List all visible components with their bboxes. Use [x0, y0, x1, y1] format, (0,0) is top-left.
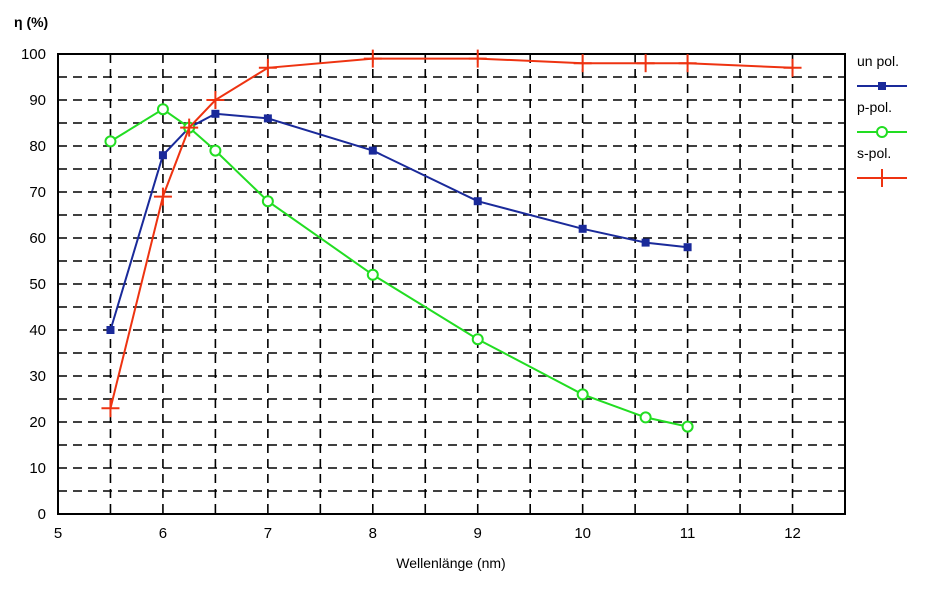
y-tick-label: 20	[29, 414, 46, 431]
data-point	[101, 399, 120, 418]
x-tick-label: 6	[159, 525, 167, 542]
y-tick-label: 0	[38, 506, 46, 523]
data-point	[471, 333, 484, 346]
y-tick-label: 100	[21, 46, 46, 63]
legend-marker	[878, 82, 886, 90]
series-line	[109, 112, 688, 331]
x-tick-label: 5	[54, 525, 62, 542]
series-layer	[101, 49, 802, 433]
y-tick-label: 50	[29, 276, 46, 293]
data-point	[636, 54, 655, 73]
data-point	[363, 49, 382, 68]
y-tick-label: 60	[29, 230, 46, 247]
data-point	[639, 411, 652, 424]
data-point	[681, 420, 694, 433]
data-point	[678, 54, 697, 73]
data-point	[468, 49, 487, 68]
x-tick-label: 12	[784, 525, 801, 542]
data-point	[158, 151, 167, 160]
axis-ticks: 5 6 7 8 9 10 11 12 0 10 20 30 40 50 60 70 80 90 100	[21, 46, 801, 542]
data-point	[573, 54, 592, 73]
y-tick-label: 80	[29, 138, 46, 155]
data-point	[578, 224, 587, 233]
y-axis-title: η (%)	[14, 14, 48, 30]
legend-label: s-pol.	[857, 145, 891, 161]
data-point	[211, 109, 220, 118]
data-point	[180, 118, 199, 137]
data-point	[366, 268, 379, 281]
series-0	[106, 109, 692, 334]
legend-marker	[873, 169, 891, 187]
y-tick-label: 40	[29, 322, 46, 339]
x-tick-label: 11	[680, 525, 696, 542]
data-point	[106, 326, 115, 334]
legend: un pol. p-pol. s-pol.	[857, 53, 907, 187]
x-tick-label: 8	[369, 525, 377, 542]
data-point	[206, 91, 225, 109]
series-1	[104, 103, 694, 433]
data-point	[258, 58, 277, 77]
data-point	[641, 238, 650, 247]
x-tick-label: 7	[264, 525, 272, 542]
x-tick-label: 9	[474, 525, 482, 542]
data-point	[261, 195, 274, 208]
y-tick-label: 10	[29, 460, 46, 477]
data-point	[153, 187, 172, 206]
data-point	[683, 243, 692, 252]
data-point	[156, 103, 169, 116]
data-point	[209, 144, 222, 157]
plot-frame	[57, 53, 846, 515]
data-point	[368, 146, 377, 155]
grid	[58, 54, 845, 514]
data-point	[783, 58, 802, 77]
y-tick-label: 30	[29, 368, 46, 385]
data-point	[263, 114, 272, 123]
legend-label: un pol.	[857, 53, 899, 69]
data-point	[576, 388, 589, 401]
series-2	[101, 49, 802, 418]
x-axis-label: Wellenlänge (nm)	[396, 555, 505, 571]
x-tick-label: 10	[574, 525, 591, 542]
legend-marker	[876, 126, 888, 138]
y-tick-label: 90	[29, 92, 46, 109]
data-point	[473, 197, 482, 206]
y-tick-label: 70	[29, 184, 46, 201]
legend-label: p-pol.	[857, 99, 892, 115]
series-line	[109, 108, 688, 428]
data-point	[104, 135, 117, 148]
